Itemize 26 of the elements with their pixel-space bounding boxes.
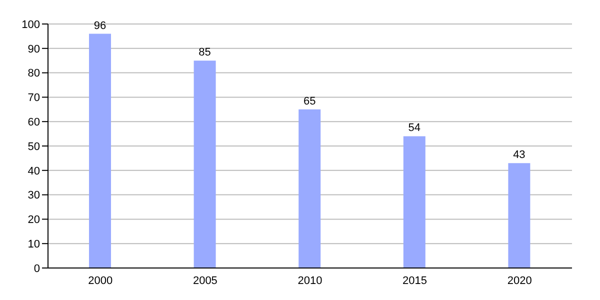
data-label: 85 xyxy=(198,46,211,59)
bar xyxy=(194,60,216,268)
y-tick-label: 90 xyxy=(28,43,40,56)
y-tick-label: 40 xyxy=(28,165,40,178)
y-tick-label: 20 xyxy=(28,214,40,226)
x-tick-label: 2010 xyxy=(298,274,322,287)
y-tick-label: 50 xyxy=(28,140,40,153)
data-label: 43 xyxy=(513,149,526,162)
bar xyxy=(89,34,111,268)
y-tick-label: 10 xyxy=(28,238,40,251)
data-label: 54 xyxy=(408,122,421,134)
x-tick-label: 2000 xyxy=(88,274,113,287)
data-label: 96 xyxy=(94,20,106,32)
y-tick-label: 60 xyxy=(28,116,40,129)
y-tick-label: 30 xyxy=(28,190,40,202)
bar xyxy=(508,163,530,268)
x-tick-label: 2005 xyxy=(192,274,218,287)
x-tick-label: 2015 xyxy=(402,274,428,287)
y-tick-label: 80 xyxy=(28,68,40,80)
x-tick-label: 2020 xyxy=(507,274,532,287)
y-tick-label: 70 xyxy=(28,92,40,104)
bar xyxy=(403,136,426,268)
y-tick-label: 100 xyxy=(22,18,40,31)
data-label: 65 xyxy=(303,95,316,108)
bar xyxy=(298,109,321,268)
y-tick-label: 0 xyxy=(34,262,40,275)
